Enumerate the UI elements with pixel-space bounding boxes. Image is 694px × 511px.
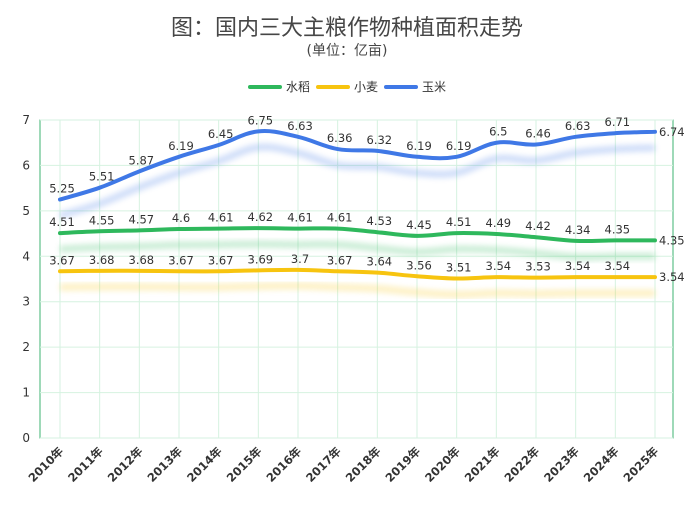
legend-label-corn: 玉米 [422, 80, 447, 94]
x-tick-label: 2016年 [263, 444, 304, 485]
data-label: 4.42 [525, 219, 551, 233]
data-label: 6.63 [565, 119, 591, 133]
legend-item-rice[interactable]: 水稻 [247, 78, 310, 95]
data-label: 3.54 [659, 270, 685, 284]
data-label: 4.55 [89, 213, 115, 227]
data-label: 6.5 [489, 125, 507, 139]
data-label: 3.54 [605, 259, 631, 273]
data-label: 6.36 [327, 131, 353, 145]
data-labels: 4.51 4.55 4.57 4.6 4.61 4.62 4.61 4.61 4.53 4.45 4… [49, 113, 684, 284]
chart-title: 图：国内三大主粮作物种植面积走势 [170, 16, 523, 41]
x-tick-label: 2021年 [462, 444, 503, 485]
y-tick-label: 1 [22, 386, 30, 400]
data-label: 4.51 [49, 215, 75, 229]
x-tick-label: 2013年 [144, 444, 185, 485]
data-label: 6.19 [446, 139, 472, 153]
y-tick-label: 0 [22, 431, 30, 445]
data-label: 6.75 [248, 113, 274, 127]
data-label: 6.63 [287, 119, 313, 133]
legend-swatch-wheat [315, 84, 350, 89]
y-tick-label: 4 [22, 249, 30, 263]
data-label: 5.87 [129, 153, 155, 167]
data-label: 6.19 [168, 139, 194, 153]
data-label: 6.74 [659, 125, 685, 139]
data-label: 4.51 [446, 215, 472, 229]
data-label: 4.6 [172, 211, 190, 225]
data-label: 3.53 [525, 260, 551, 274]
data-label: 4.61 [327, 211, 353, 225]
data-label: 5.25 [49, 182, 75, 196]
data-label: 3.54 [486, 259, 512, 273]
legend-swatch-corn [384, 84, 418, 89]
data-label: 6.71 [605, 115, 631, 129]
data-label: 6.46 [525, 127, 551, 141]
data-label: 4.62 [248, 210, 274, 224]
legend: 水稻 小麦 玉米 [0, 78, 694, 95]
y-tick-label: 6 [22, 158, 30, 172]
data-label: 5.51 [89, 170, 115, 184]
data-label: 3.56 [406, 258, 432, 272]
data-label: 4.45 [406, 218, 432, 232]
data-label: 3.67 [168, 253, 194, 267]
series-shadows [59, 143, 656, 299]
data-label: 6.32 [367, 133, 393, 147]
x-tick-label: 2025年 [620, 444, 661, 485]
x-tick-label: 2015年 [224, 444, 265, 485]
x-tick-label: 2018年 [343, 444, 384, 485]
legend-swatch-rice [247, 84, 282, 89]
x-tick-label: 2014年 [184, 444, 225, 485]
y-tick-label: 7 [22, 113, 30, 127]
x-tick-label: 2012年 [105, 444, 146, 485]
x-tick-label: 2010年 [25, 444, 66, 485]
x-tick-label: 2020年 [422, 444, 463, 485]
y-tick-label: 3 [22, 295, 30, 309]
y-tick-label: 5 [22, 204, 30, 218]
y-tick-label: 2 [22, 340, 30, 354]
data-label: 3.68 [89, 253, 115, 267]
series-shadow [59, 240, 656, 261]
legend-item-corn[interactable]: 玉米 [384, 78, 446, 95]
series-lines [58, 129, 657, 281]
data-label: 4.57 [129, 212, 155, 226]
series-line [58, 226, 657, 244]
x-tick-label: 2017年 [303, 444, 344, 485]
x-tick-label: 2023年 [541, 444, 582, 485]
data-label: 3.69 [248, 252, 274, 266]
data-label: 4.61 [287, 211, 313, 225]
legend-label-wheat: 小麦 [353, 80, 378, 94]
series-line [58, 267, 657, 281]
data-label: 3.64 [367, 255, 393, 269]
data-label: 3.51 [446, 261, 472, 275]
data-label: 4.35 [605, 222, 631, 236]
data-label: 4.53 [367, 214, 393, 228]
data-label: 3.67 [208, 253, 234, 267]
data-label: 3.7 [291, 252, 309, 266]
legend-item-wheat[interactable]: 小麦 [315, 78, 378, 95]
x-tick-label: 2011年 [65, 444, 106, 485]
data-label: 3.67 [327, 253, 353, 267]
data-label: 4.49 [486, 216, 512, 230]
series-shadow [59, 282, 655, 299]
x-tick-label: 2024年 [581, 444, 622, 485]
data-label: 6.45 [208, 127, 234, 141]
data-label: 4.34 [565, 223, 591, 237]
data-label: 4.35 [659, 233, 685, 247]
x-tick-label: 2019年 [382, 444, 423, 485]
data-label: 4.61 [208, 211, 234, 225]
data-label: 3.54 [565, 259, 591, 273]
series-line [58, 129, 657, 202]
data-label: 3.67 [49, 253, 75, 267]
data-label: 6.19 [406, 139, 432, 153]
data-label: 3.68 [129, 253, 155, 267]
chart-subtitle: (单位：亿亩) [306, 43, 388, 59]
x-tick-label: 2022年 [501, 444, 542, 485]
series-shadow [59, 143, 656, 219]
legend-label-rice: 水稻 [285, 80, 310, 94]
